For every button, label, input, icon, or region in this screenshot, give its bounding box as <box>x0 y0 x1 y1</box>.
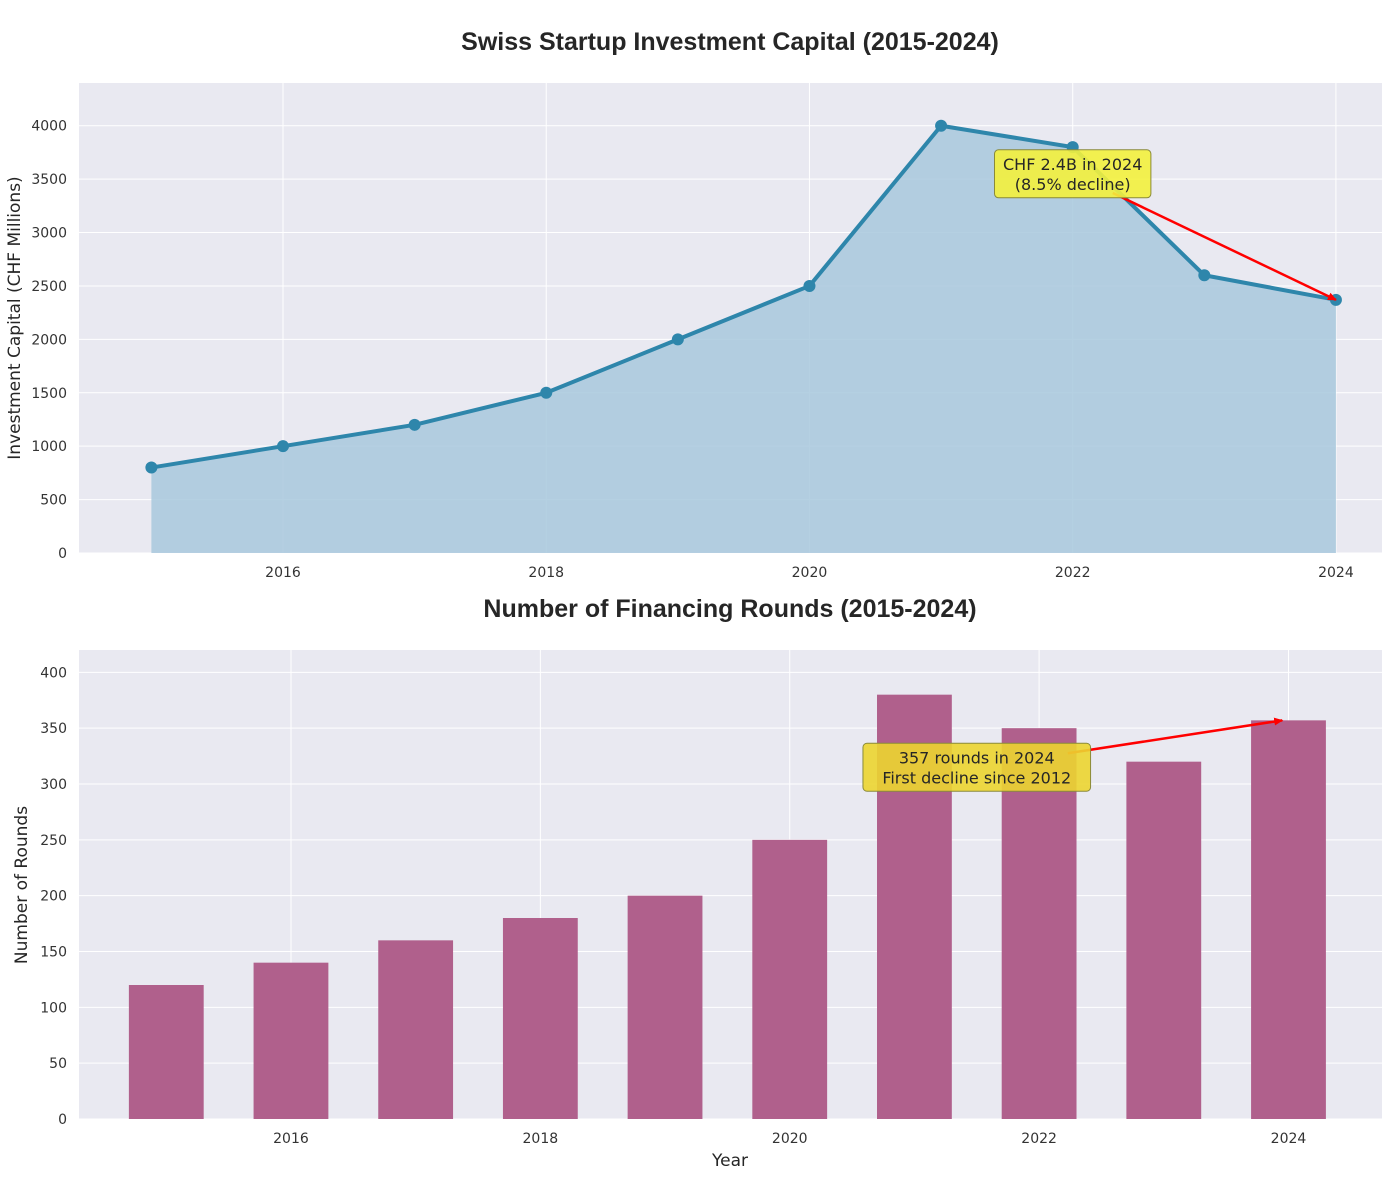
bottom-chart-title: Number of Financing Rounds (2015-2024) <box>483 595 976 623</box>
bottom-annotation-arrow <box>1067 717 1284 755</box>
bottom-annotation-box <box>862 742 1092 792</box>
top-y-tick-label: 0 <box>58 546 67 562</box>
top-y-tick-label: 4000 <box>31 119 67 135</box>
bottom-x-axis-label: Year <box>711 1151 748 1171</box>
top-series-line <box>151 123 1337 470</box>
top-chart-title: Swiss Startup Investment Capital (2015-2… <box>461 28 999 56</box>
bottom-bar <box>1001 728 1077 1119</box>
bottom-y-tick-label: 250 <box>40 833 67 849</box>
top-area-shape <box>151 125 1336 554</box>
bottom-y-tick-label: 150 <box>40 945 67 961</box>
bottom-y-axis-label: Number of Rounds <box>12 806 32 964</box>
bottom-y-tick-label: 350 <box>40 721 67 737</box>
top-y-tick-labels: 0 500 1000 1500 2000 2500 3000 3500 4000 <box>31 119 67 562</box>
top-series-polyline <box>151 123 1337 470</box>
top-x-tick-label: 2018 <box>528 565 564 581</box>
top-y-tick-label: 1500 <box>31 386 67 402</box>
top-y-axis-label: Investment Capital (CHF Millions) <box>5 176 25 459</box>
investment-capital-chart: Swiss Startup Investment Capital (2015-2… <box>5 28 1382 581</box>
bottom-y-tick-label: 100 <box>40 1000 67 1016</box>
top-area-fill <box>151 125 1336 554</box>
top-annotation-box <box>994 149 1152 199</box>
top-y-tick-label: 2500 <box>31 279 67 295</box>
top-annotation-arrow <box>1112 191 1337 301</box>
bottom-y-tick-label: 300 <box>40 777 67 793</box>
top-x-tick-label: 2024 <box>1318 565 1354 581</box>
bottom-y-tick-labels: 0 50 100 150 200 250 300 350 400 <box>40 665 67 1128</box>
bottom-bar <box>627 895 703 1119</box>
top-y-tick-label: 3000 <box>31 226 67 242</box>
bottom-y-tick-label: 200 <box>40 889 67 905</box>
top-data-point <box>803 279 816 292</box>
top-data-point <box>277 440 290 453</box>
financing-rounds-chart: Number of Financing Rounds (2015-2024) 0… <box>12 595 1382 1171</box>
bottom-x-tick-label: 2016 <box>273 1131 309 1147</box>
bottom-bar <box>1126 761 1202 1119</box>
bottom-bar <box>502 918 578 1119</box>
bottom-bar <box>253 962 329 1119</box>
top-y-tick-label: 3500 <box>31 172 67 188</box>
top-data-point <box>408 418 421 431</box>
top-annotation: CHF 2.4B in 2024(8.5% decline) <box>994 149 1337 301</box>
top-data-point <box>671 333 684 346</box>
top-x-tick-label: 2020 <box>792 565 828 581</box>
bottom-bar <box>378 940 454 1119</box>
top-data-point <box>145 461 158 474</box>
bottom-y-tick-label: 50 <box>49 1056 67 1072</box>
bottom-x-tick-label: 2024 <box>1271 1131 1307 1147</box>
top-y-tick-label: 500 <box>40 493 67 509</box>
top-annotation-line: (8.5% decline) <box>1015 175 1131 194</box>
bottom-bars <box>128 694 1326 1119</box>
bottom-x-tick-labels: 2016 2018 2020 2022 2024 <box>273 1131 1306 1147</box>
top-data-points <box>145 119 1342 474</box>
top-y-tick-label: 1000 <box>31 439 67 455</box>
bottom-bar <box>128 985 204 1119</box>
top-annotation-line: CHF 2.4B in 2024 <box>1003 155 1142 174</box>
bottom-x-tick-label: 2020 <box>772 1131 808 1147</box>
top-data-point <box>1198 269 1211 282</box>
bottom-y-tick-label: 400 <box>40 665 67 681</box>
top-data-point <box>935 119 948 132</box>
top-x-tick-label: 2016 <box>265 565 301 581</box>
top-data-point <box>540 386 553 399</box>
top-x-tick-labels: 2016 2018 2020 2022 2024 <box>265 565 1354 581</box>
bottom-x-tick-label: 2022 <box>1021 1131 1057 1147</box>
top-y-tick-label: 2000 <box>31 332 67 348</box>
bottom-annotation-line: First decline since 2012 <box>882 768 1071 787</box>
bottom-bar <box>1251 720 1326 1119</box>
top-x-tick-label: 2022 <box>1055 565 1091 581</box>
bottom-bar <box>752 839 828 1119</box>
bottom-y-tick-label: 0 <box>58 1112 67 1128</box>
bottom-annotation-line: 357 rounds in 2024 <box>899 748 1055 767</box>
bottom-x-tick-label: 2018 <box>523 1131 559 1147</box>
